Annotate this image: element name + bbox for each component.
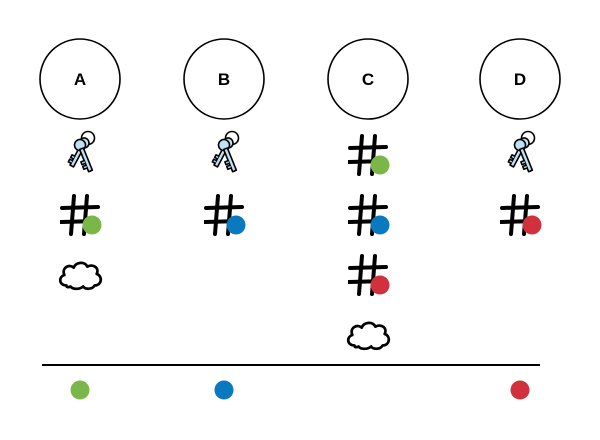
node-c: C: [327, 38, 409, 120]
node-label: C: [362, 70, 374, 89]
node-label: B: [218, 70, 230, 89]
node-b: B: [183, 38, 265, 120]
column-nodes: A B C D: [39, 38, 561, 120]
keys-icon: [506, 130, 537, 174]
red-dot: [522, 215, 542, 235]
node-circle: [39, 38, 121, 120]
cloud-icon: [58, 261, 103, 291]
hash-icon: [500, 194, 542, 236]
green-dot: [82, 215, 102, 235]
column-items: [58, 130, 542, 351]
node-a: A: [39, 38, 121, 120]
hash-icon: [348, 134, 390, 176]
bottom-dots: [70, 380, 530, 400]
blue-dot: [370, 215, 390, 235]
node-label: A: [74, 70, 86, 89]
green-dot: [370, 155, 390, 175]
blue-dot: [226, 215, 246, 235]
bottom-dot-blue: [214, 380, 234, 400]
node-circle: [327, 38, 409, 120]
hash-icon: [60, 194, 102, 236]
keys-icon: [66, 130, 97, 174]
node-label: D: [514, 70, 526, 89]
red-dot: [370, 275, 390, 295]
hash-icon: [348, 254, 390, 296]
node-circle: [479, 38, 561, 120]
keys-icon: [210, 130, 241, 174]
hash-icon: [204, 194, 246, 236]
hash-icon: [348, 194, 390, 236]
bottom-dot-green: [70, 380, 90, 400]
bottom-dot-red: [510, 380, 530, 400]
cloud-icon: [346, 321, 391, 351]
node-d: D: [479, 38, 561, 120]
node-circle: [183, 38, 265, 120]
